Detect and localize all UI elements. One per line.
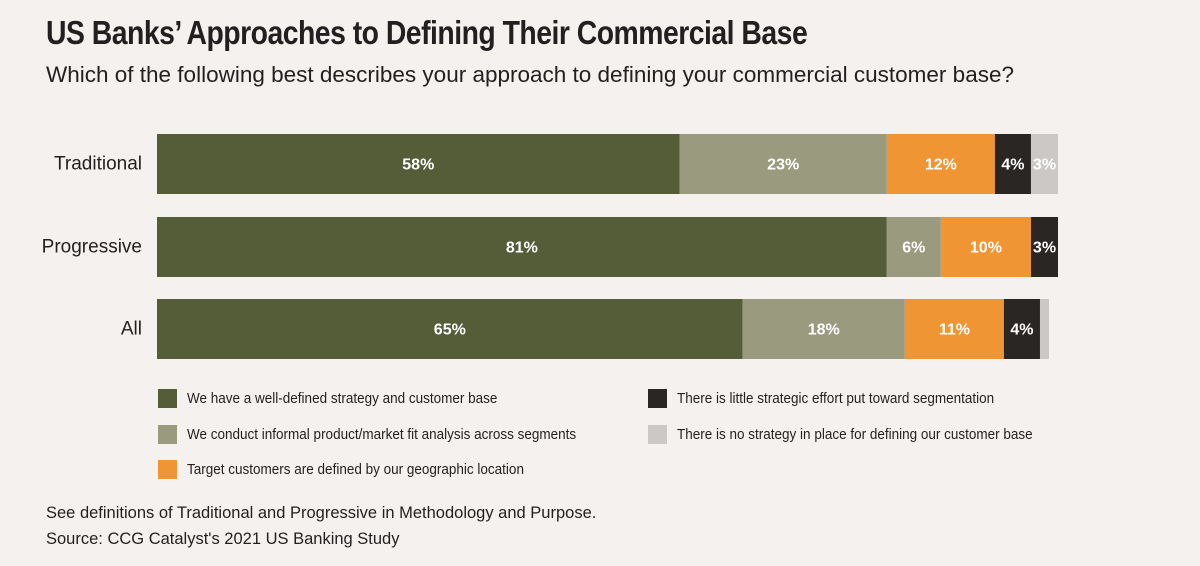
legend-item: We conduct informal product/market fit a…: [158, 425, 619, 444]
legend-item: We have a well-defined strategy and cust…: [158, 389, 532, 408]
category-label: Progressive: [42, 237, 142, 258]
bar-segment: [940, 217, 1031, 277]
legend-label: There is no strategy in place for defini…: [677, 426, 1033, 443]
bar-segment: [886, 134, 995, 194]
bar-segment: [742, 299, 905, 359]
legend-label: Target customers are defined by our geog…: [187, 461, 524, 478]
legend-swatch: [648, 389, 667, 408]
bar-segment: [1039, 299, 1049, 359]
data-label: 12%: [925, 157, 957, 174]
legend-label: We have a well-defined strategy and cust…: [187, 390, 498, 407]
legend-label: We conduct informal product/market fit a…: [187, 426, 577, 443]
legend-swatch: [158, 389, 177, 408]
chart-legend: We have a well-defined strategy and cust…: [158, 389, 1118, 489]
bar-segment: [904, 299, 1004, 359]
bar-segment: [157, 299, 743, 359]
category-label: Traditional: [54, 154, 142, 175]
bar-segment: [157, 217, 887, 277]
data-label: 10%: [970, 240, 1002, 257]
data-label: 4%: [1010, 322, 1033, 339]
bar-segment: [1003, 299, 1040, 359]
data-label: 3%: [1033, 157, 1056, 174]
footnote: See definitions of Traditional and Progr…: [46, 500, 596, 552]
bar-segment: [994, 134, 1031, 194]
bar-segment: [1030, 217, 1058, 277]
bar-segment: [679, 134, 887, 194]
stacked-bar-chart: Traditional 58% 23% 12% 4% 3% Progressive 81% 6%…: [42, 134, 1058, 359]
bar-segment: [886, 217, 941, 277]
legend-item: There is little strategic effort put tow…: [648, 389, 1029, 408]
source-note: Source: CCG Catalyst's 2021 US Banking S…: [46, 530, 400, 548]
legend-swatch: [158, 460, 177, 479]
chart-subtitle: Which of the following best describes yo…: [46, 62, 1014, 87]
data-label: 65%: [434, 322, 466, 339]
data-label: 4%: [1001, 157, 1024, 174]
legend-item: There is no strategy in place for defini…: [648, 425, 1072, 444]
bar-segment: [1030, 134, 1058, 194]
legend-item: Target customers are defined by our geog…: [158, 460, 561, 479]
data-label: 3%: [1033, 240, 1056, 257]
definitions-note: See definitions of Traditional and Progr…: [46, 504, 597, 522]
legend-swatch: [158, 425, 177, 444]
data-label: 11%: [939, 322, 970, 339]
data-label: 81%: [506, 240, 538, 257]
bar-segment: [157, 134, 680, 194]
data-label: 58%: [402, 157, 434, 174]
chart-title: US Banks’ Approaches to Defining Their C…: [46, 14, 808, 51]
data-label: 23%: [767, 157, 799, 174]
category-label: All: [121, 319, 142, 340]
data-label: 6%: [902, 240, 925, 257]
legend-label: There is little strategic effort put tow…: [677, 390, 995, 407]
legend-swatch: [648, 425, 667, 444]
data-label: 18%: [808, 322, 840, 339]
